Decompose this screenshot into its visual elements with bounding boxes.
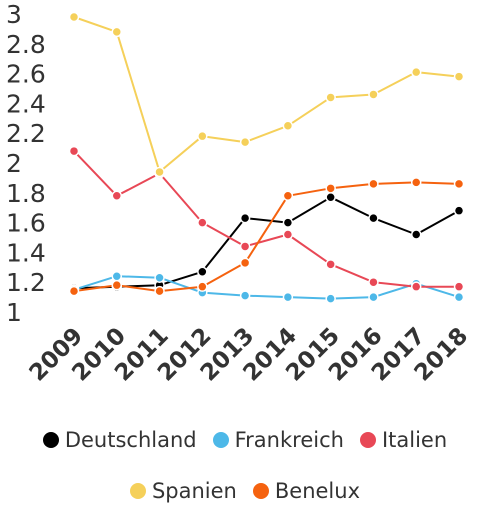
data-point-frankreich: [453, 291, 465, 303]
data-point-benelux: [368, 178, 379, 190]
data-point-frankreich: [368, 291, 379, 303]
data-point-benelux: [410, 177, 422, 188]
legend-swatch: [212, 432, 229, 448]
data-point-benelux: [453, 178, 465, 190]
data-point-deutschland: [239, 212, 251, 224]
legend-item-spanien: Spanien: [129, 479, 237, 503]
series-line-deutschland: [73, 196, 460, 290]
data-point-spanien: [68, 11, 80, 23]
data-point-benelux: [239, 257, 251, 269]
series-line-italien: [73, 150, 459, 288]
data-point-frankreich: [325, 293, 336, 304]
y-tick-label: 2.2: [6, 119, 46, 148]
legend-item-italien: Italien: [359, 428, 448, 452]
legend-swatch: [42, 432, 59, 448]
data-point-italien: [410, 281, 422, 292]
data-point-frankreich: [239, 290, 251, 301]
data-point-frankreich: [154, 272, 165, 283]
data-point-deutschland: [368, 212, 379, 224]
data-point-italien: [111, 190, 123, 202]
legend-item-deutschland: Deutschland: [42, 428, 197, 452]
y-tick-label: 1.6: [6, 209, 46, 238]
legend-row-1: Deutschland Frankreich Italien: [0, 428, 490, 452]
data-point-italien: [453, 281, 465, 292]
legend-label: Frankreich: [234, 428, 344, 452]
legend-swatch: [252, 483, 269, 499]
data-point-frankreich: [282, 291, 294, 303]
y-tick-label: 1.8: [6, 179, 46, 208]
data-point-deutschland: [282, 217, 294, 228]
data-point-spanien: [111, 26, 123, 38]
data-point-italien: [325, 259, 336, 270]
series-lines: [73, 16, 460, 300]
legend-item-frankreich: Frankreich: [212, 428, 344, 452]
data-point-italien: [68, 145, 80, 157]
data-point-italien: [368, 276, 379, 288]
data-point-benelux: [154, 285, 165, 297]
legend-label: Spanien: [151, 479, 237, 503]
data-point-spanien: [282, 120, 294, 131]
data-point-italien: [239, 241, 251, 252]
series-line-frankreich: [73, 275, 460, 300]
y-tick-label: 2.8: [6, 30, 46, 59]
legend-row-2: Spanien Benelux: [0, 479, 490, 503]
y-axis: 11.21.41.61.822.22.42.62.83: [6, 0, 46, 327]
data-point-frankreich: [111, 270, 123, 282]
y-tick-label: 3: [6, 0, 22, 29]
y-tick-label: 2.4: [6, 89, 46, 118]
series-points: [68, 11, 465, 304]
data-point-italien: [197, 217, 208, 228]
data-point-italien: [282, 229, 294, 240]
legend-swatch: [129, 483, 146, 499]
y-tick-label: 1.4: [6, 238, 46, 267]
series-line-benelux: [73, 181, 460, 293]
data-point-spanien: [197, 130, 208, 142]
data-point-benelux: [68, 285, 80, 297]
legend-label: Benelux: [274, 479, 361, 503]
y-tick-label: 2: [6, 149, 22, 178]
y-tick-label: 1: [6, 298, 22, 327]
data-point-spanien: [453, 71, 465, 82]
data-point-spanien: [368, 89, 379, 100]
data-point-deutschland: [410, 229, 422, 240]
y-tick-label: 2.6: [6, 60, 46, 89]
data-point-benelux: [282, 190, 294, 202]
data-point-spanien: [325, 92, 336, 103]
y-tick-label: 1.2: [6, 268, 46, 297]
data-point-spanien: [410, 66, 422, 78]
legend-swatch: [359, 432, 376, 448]
series-line-spanien: [73, 16, 460, 173]
legend-label: Italien: [381, 428, 448, 452]
legend-item-benelux: Benelux: [252, 479, 361, 503]
legend-label: Deutschland: [64, 428, 197, 452]
data-point-spanien: [239, 136, 251, 148]
data-point-benelux: [325, 183, 336, 194]
data-point-spanien: [154, 166, 165, 178]
line-chart: 11.21.41.61.822.22.42.62.83 200920102011…: [6, 0, 474, 387]
data-point-deutschland: [197, 266, 208, 278]
data-point-deutschland: [453, 205, 465, 216]
data-point-benelux: [111, 279, 123, 291]
data-point-benelux: [197, 281, 208, 292]
data-point-deutschland: [325, 192, 336, 203]
